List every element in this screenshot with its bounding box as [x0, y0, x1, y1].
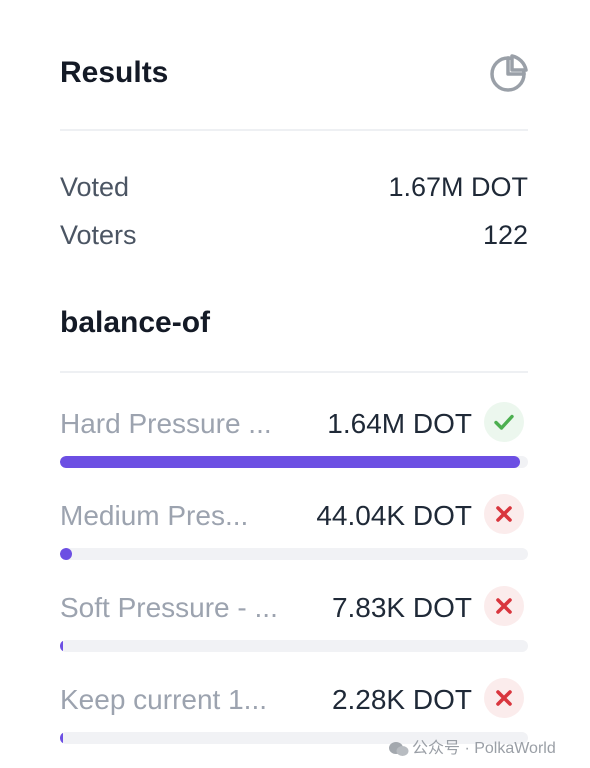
option-label: Soft Pressure - ...	[60, 592, 278, 623]
pie-chart-icon[interactable]	[488, 54, 528, 94]
close-icon	[484, 678, 524, 718]
section-title: balance-of	[60, 306, 211, 339]
watermark-text: 公众号 · PolkaWorld	[412, 740, 556, 757]
stat-row-voted: Voted 1.67M DOT	[60, 172, 528, 208]
stat-row-voters: Voters 122	[60, 220, 528, 256]
vote-option: Medium Pres... 44.04K DOT	[60, 494, 528, 564]
progress-fill	[60, 548, 73, 560]
vote-option: Keep current 1... 2.28K DOT	[60, 678, 528, 748]
progress-track	[60, 456, 528, 468]
results-header: Results	[60, 48, 528, 102]
stat-value: 1.67M DOT	[388, 172, 528, 202]
option-value: 7.83K DOT	[331, 592, 472, 623]
check-icon	[484, 402, 524, 442]
option-value: 44.04K DOT	[316, 500, 472, 531]
progress-track	[60, 548, 528, 560]
close-icon	[484, 494, 524, 534]
watermark: 公众号 · PolkaWorld	[388, 734, 556, 758]
option-label: Keep current 1...	[60, 684, 268, 715]
results-title: Results	[60, 56, 169, 89]
option-label: Hard Pressure ...	[60, 408, 272, 439]
option-label: Medium Pres...	[60, 500, 249, 531]
section-divider	[60, 371, 528, 373]
option-value: 1.64M DOT	[327, 408, 472, 439]
progress-fill	[60, 456, 521, 468]
stat-label: Voted	[60, 172, 130, 202]
wechat-icon	[388, 740, 410, 758]
progress-fill	[60, 732, 63, 744]
stat-value: 122	[482, 220, 528, 250]
stat-label: Voters	[60, 220, 137, 250]
vote-option: Hard Pressure ... 1.64M DOT	[60, 402, 528, 472]
progress-track	[60, 640, 528, 652]
header-divider	[60, 129, 528, 131]
progress-track	[60, 732, 528, 744]
vote-option: Soft Pressure - ... 7.83K DOT	[60, 586, 528, 656]
close-icon	[484, 586, 524, 626]
option-value: 2.28K DOT	[331, 684, 472, 715]
progress-fill	[60, 640, 63, 652]
